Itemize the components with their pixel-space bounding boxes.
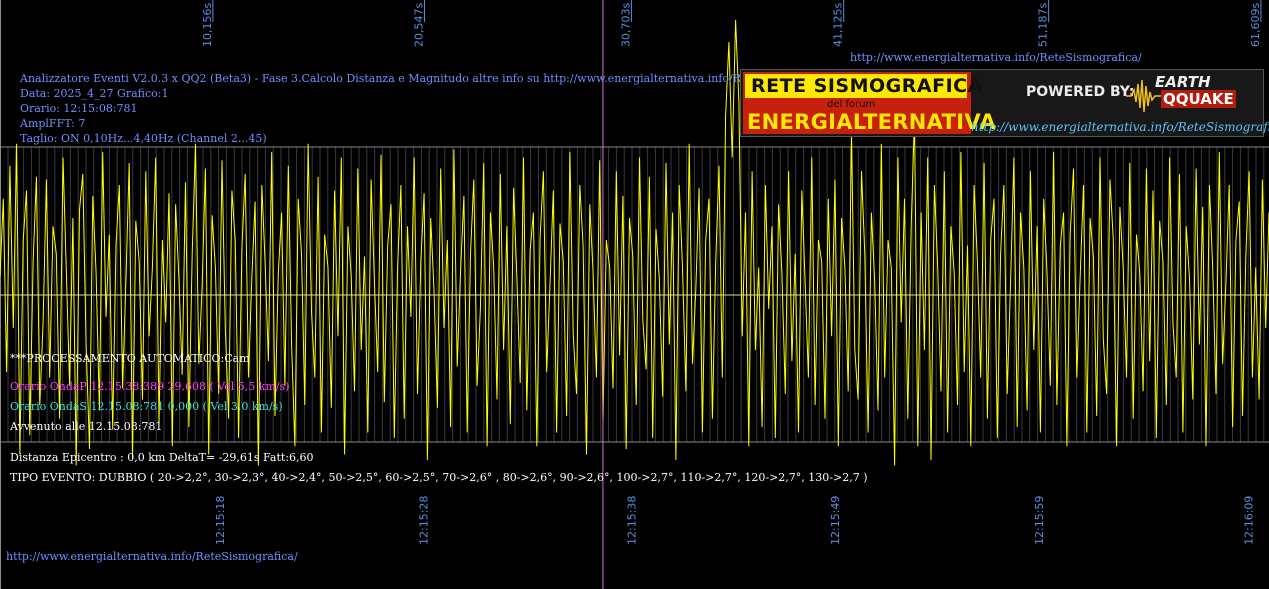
earthquake-brand-top: EARTH: [1155, 73, 1211, 91]
tick-label: 20,547s: [413, 3, 426, 47]
tick-label: 51,187s: [1037, 3, 1050, 47]
event-date: Data: 2025_4_27 Grafico:1: [20, 87, 169, 100]
tick-label: 41,125s: [832, 3, 845, 47]
seismic-trace-line: [0, 19, 1269, 466]
tick-label: 12:15:38: [625, 496, 638, 545]
earthquake-brand-bottom: QQUAKE: [1161, 90, 1236, 108]
tick-label: 12:15:49: [829, 496, 842, 545]
analyzer-title: Analizzatore Eventi V2.0.3 x QQ2 (Beta3)…: [20, 72, 786, 85]
tick-label: 61,609s: [1249, 3, 1262, 47]
onda-s-time: Orario OndaS 12.15.08:781 0,000 ( Vel 3,…: [10, 400, 283, 413]
bottom-url-link[interactable]: http://www.energialternativa.info/ReteSi…: [6, 550, 298, 563]
logo-title: RETE SISMOGRAFICA: [751, 75, 983, 97]
logo-forum-name: ENERGIALTERNATIVA: [747, 110, 996, 134]
filter-cut: Taglio: ON 0,10Hz...4,40Hz (Channel 2...…: [20, 132, 267, 145]
event-type: TIPO EVENTO: DUBBIO ( 20->2,2°, 30->2,3°…: [10, 471, 868, 484]
tick-label: 12:16:09: [1243, 496, 1256, 545]
logo-yellow-band: [745, 74, 967, 98]
event-time: Orario: 12:15:08:781: [20, 102, 138, 115]
seismic-wave-icon: [1126, 79, 1166, 113]
bottom-axis-ticks: 12:15:18 12:15:28 12:15:38 12:15:49 12:15:59…: [214, 496, 1256, 545]
tick-label: 12:15:28: [418, 496, 431, 545]
logo-subtitle: del forum: [827, 99, 876, 110]
top-url-link[interactable]: http://www.energialternativa.info/ReteSi…: [850, 51, 1142, 64]
logo-url[interactable]: http://www.energialternativa.info/ReteSi…: [971, 120, 1269, 134]
powered-by-label: POWERED BY:: [1026, 84, 1135, 100]
onda-p-time: Orario OndaP 12.15.38:389 29,608 ( Vel 5…: [10, 380, 290, 393]
epicenter-distance: Distanza Epicentro : 0,0 km DeltaT= -29,…: [10, 451, 314, 464]
tick-label: 12:15:18: [214, 496, 227, 545]
event-occurred: Avvenuto alle 12.15.08:781: [10, 420, 163, 433]
tick-label: 10,156s: [201, 3, 214, 47]
tick-label: 12:15:59: [1033, 496, 1046, 545]
ampl-fft: AmplFFT: 7: [20, 117, 86, 130]
top-axis-ticks: 10,156s 20,547s 30,703s 41,125s 51,187s 61,60…: [201, 0, 1262, 47]
analyzer-info: Analizzatore Eventi V2.0.3 x QQ2 (Beta3)…: [20, 71, 786, 146]
processing-title: ***PROCESSAMENTO AUTOMATICO:Cam: [10, 352, 250, 365]
rete-sismografica-logo: RETE SISMOGRAFICA del forum ENERGIALTERN…: [740, 69, 1269, 137]
tick-label: 30,703s: [619, 3, 632, 47]
